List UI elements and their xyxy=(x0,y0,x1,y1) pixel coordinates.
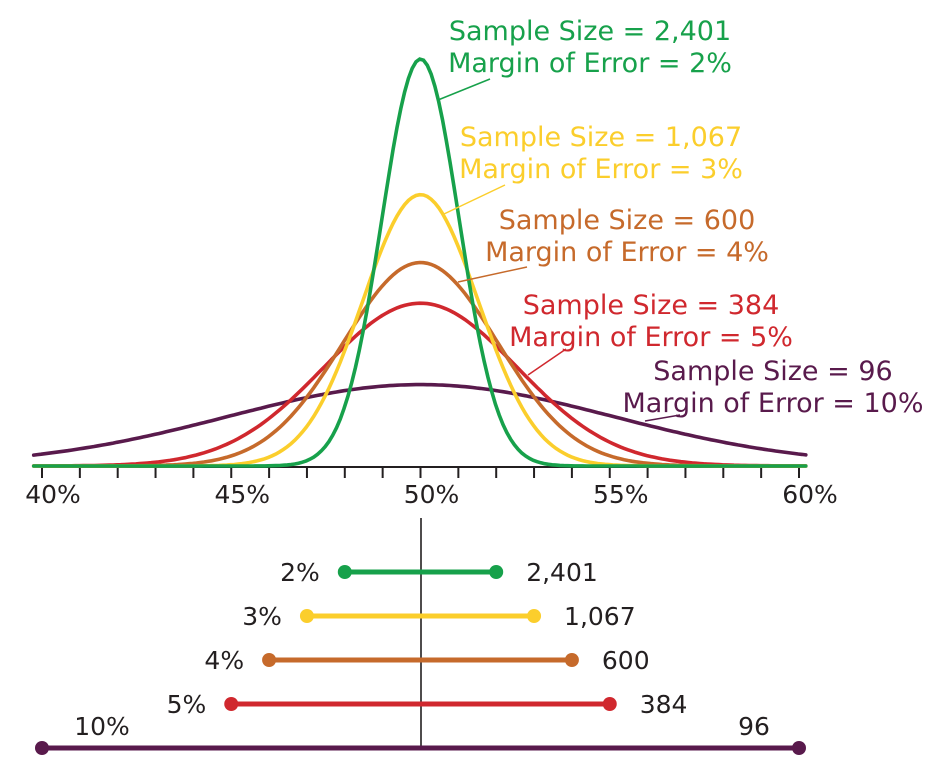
interval-dot-left xyxy=(299,609,314,623)
annotation-sample-size-moe-3: Sample Size = 1,067 xyxy=(460,122,742,153)
interval-size-label: 384 xyxy=(640,690,688,719)
interval-dot-left xyxy=(337,565,352,579)
interval-dot-right xyxy=(527,609,542,623)
interval-moe-label: 3% xyxy=(242,602,282,631)
annotation-margin-of-error-moe-3: Margin of Error = 3% xyxy=(459,154,743,185)
x-axis-tick-label: 60% xyxy=(782,480,838,509)
interval-moe-label: 5% xyxy=(167,690,207,719)
annotation-sample-size-moe-2: Sample Size = 2,401 xyxy=(449,16,731,47)
interval-dot-left xyxy=(262,653,277,667)
annotation-margin-of-error-moe-2: Margin of Error = 2% xyxy=(448,48,732,79)
interval-dot-right xyxy=(792,741,806,755)
curve-moe-10 xyxy=(31,382,808,457)
interval-dot-left xyxy=(224,697,239,711)
x-axis-tick-label: 50% xyxy=(404,480,460,509)
annotation-sample-size-moe-4: Sample Size = 600 xyxy=(499,205,756,236)
annotation-margin-of-error-moe-4: Margin of Error = 4% xyxy=(485,237,769,268)
annotation-leader-moe-5 xyxy=(527,348,567,376)
annotation-leader-moe-3 xyxy=(443,184,506,215)
x-axis-tick-label: 45% xyxy=(214,480,270,509)
annotation-sample-size-moe-10: Sample Size = 96 xyxy=(653,356,892,387)
curve-moe-5 xyxy=(31,301,808,468)
interval-size-label: 600 xyxy=(602,646,650,675)
interval-dot-right xyxy=(602,697,617,711)
interval-moe-label: 4% xyxy=(204,646,244,675)
interval-dot-left xyxy=(35,741,49,755)
x-axis-tick-label: 40% xyxy=(25,480,81,509)
curve-moe-2 xyxy=(31,57,808,468)
annotation-leader-moe-10 xyxy=(644,414,681,422)
annotation-margin-of-error-moe-10: Margin of Error = 10% xyxy=(622,388,923,419)
interval-size-label: 96 xyxy=(738,712,770,741)
annotation-leader-moe-2 xyxy=(437,78,491,101)
x-axis-tick-label: 55% xyxy=(593,480,649,509)
interval-moe-label: 2% xyxy=(280,558,320,587)
interval-size-label: 1,067 xyxy=(564,602,636,631)
annotation-margin-of-error-moe-5: Margin of Error = 5% xyxy=(509,322,793,353)
annotation-leader-moe-4 xyxy=(457,266,528,283)
interval-moe-label: 10% xyxy=(74,712,130,741)
annotation-sample-size-moe-5: Sample Size = 384 xyxy=(523,290,780,321)
interval-dot-right xyxy=(489,565,504,579)
interval-size-label: 2,401 xyxy=(526,558,598,587)
interval-dot-right xyxy=(564,653,579,667)
